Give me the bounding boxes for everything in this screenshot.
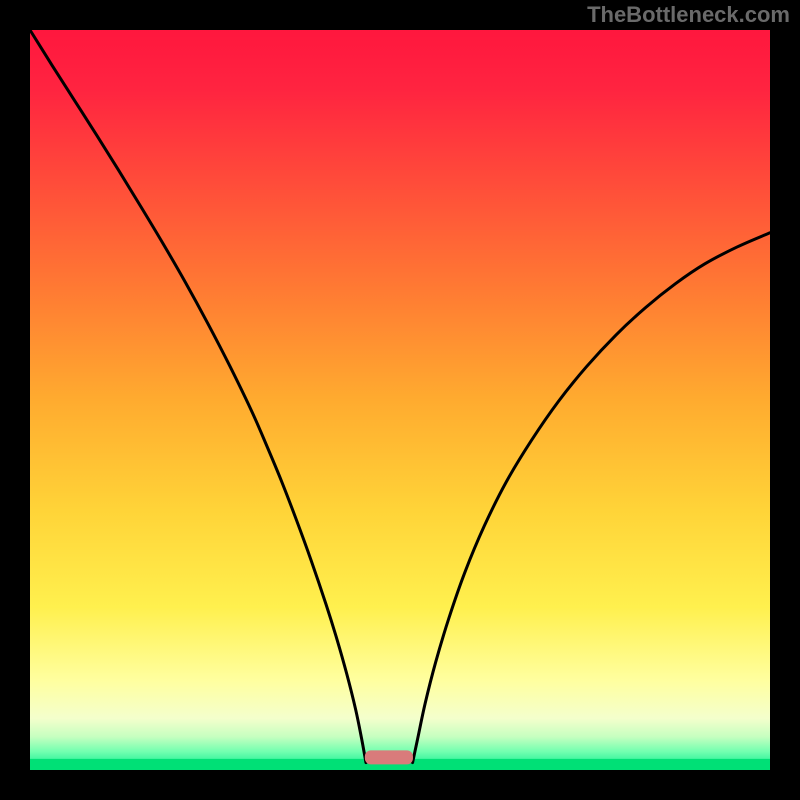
- dip-marker: [365, 750, 413, 764]
- gradient-plot: [30, 30, 770, 770]
- bottleneck-chart: [0, 0, 800, 800]
- watermark-label: TheBottleneck.com: [587, 2, 790, 28]
